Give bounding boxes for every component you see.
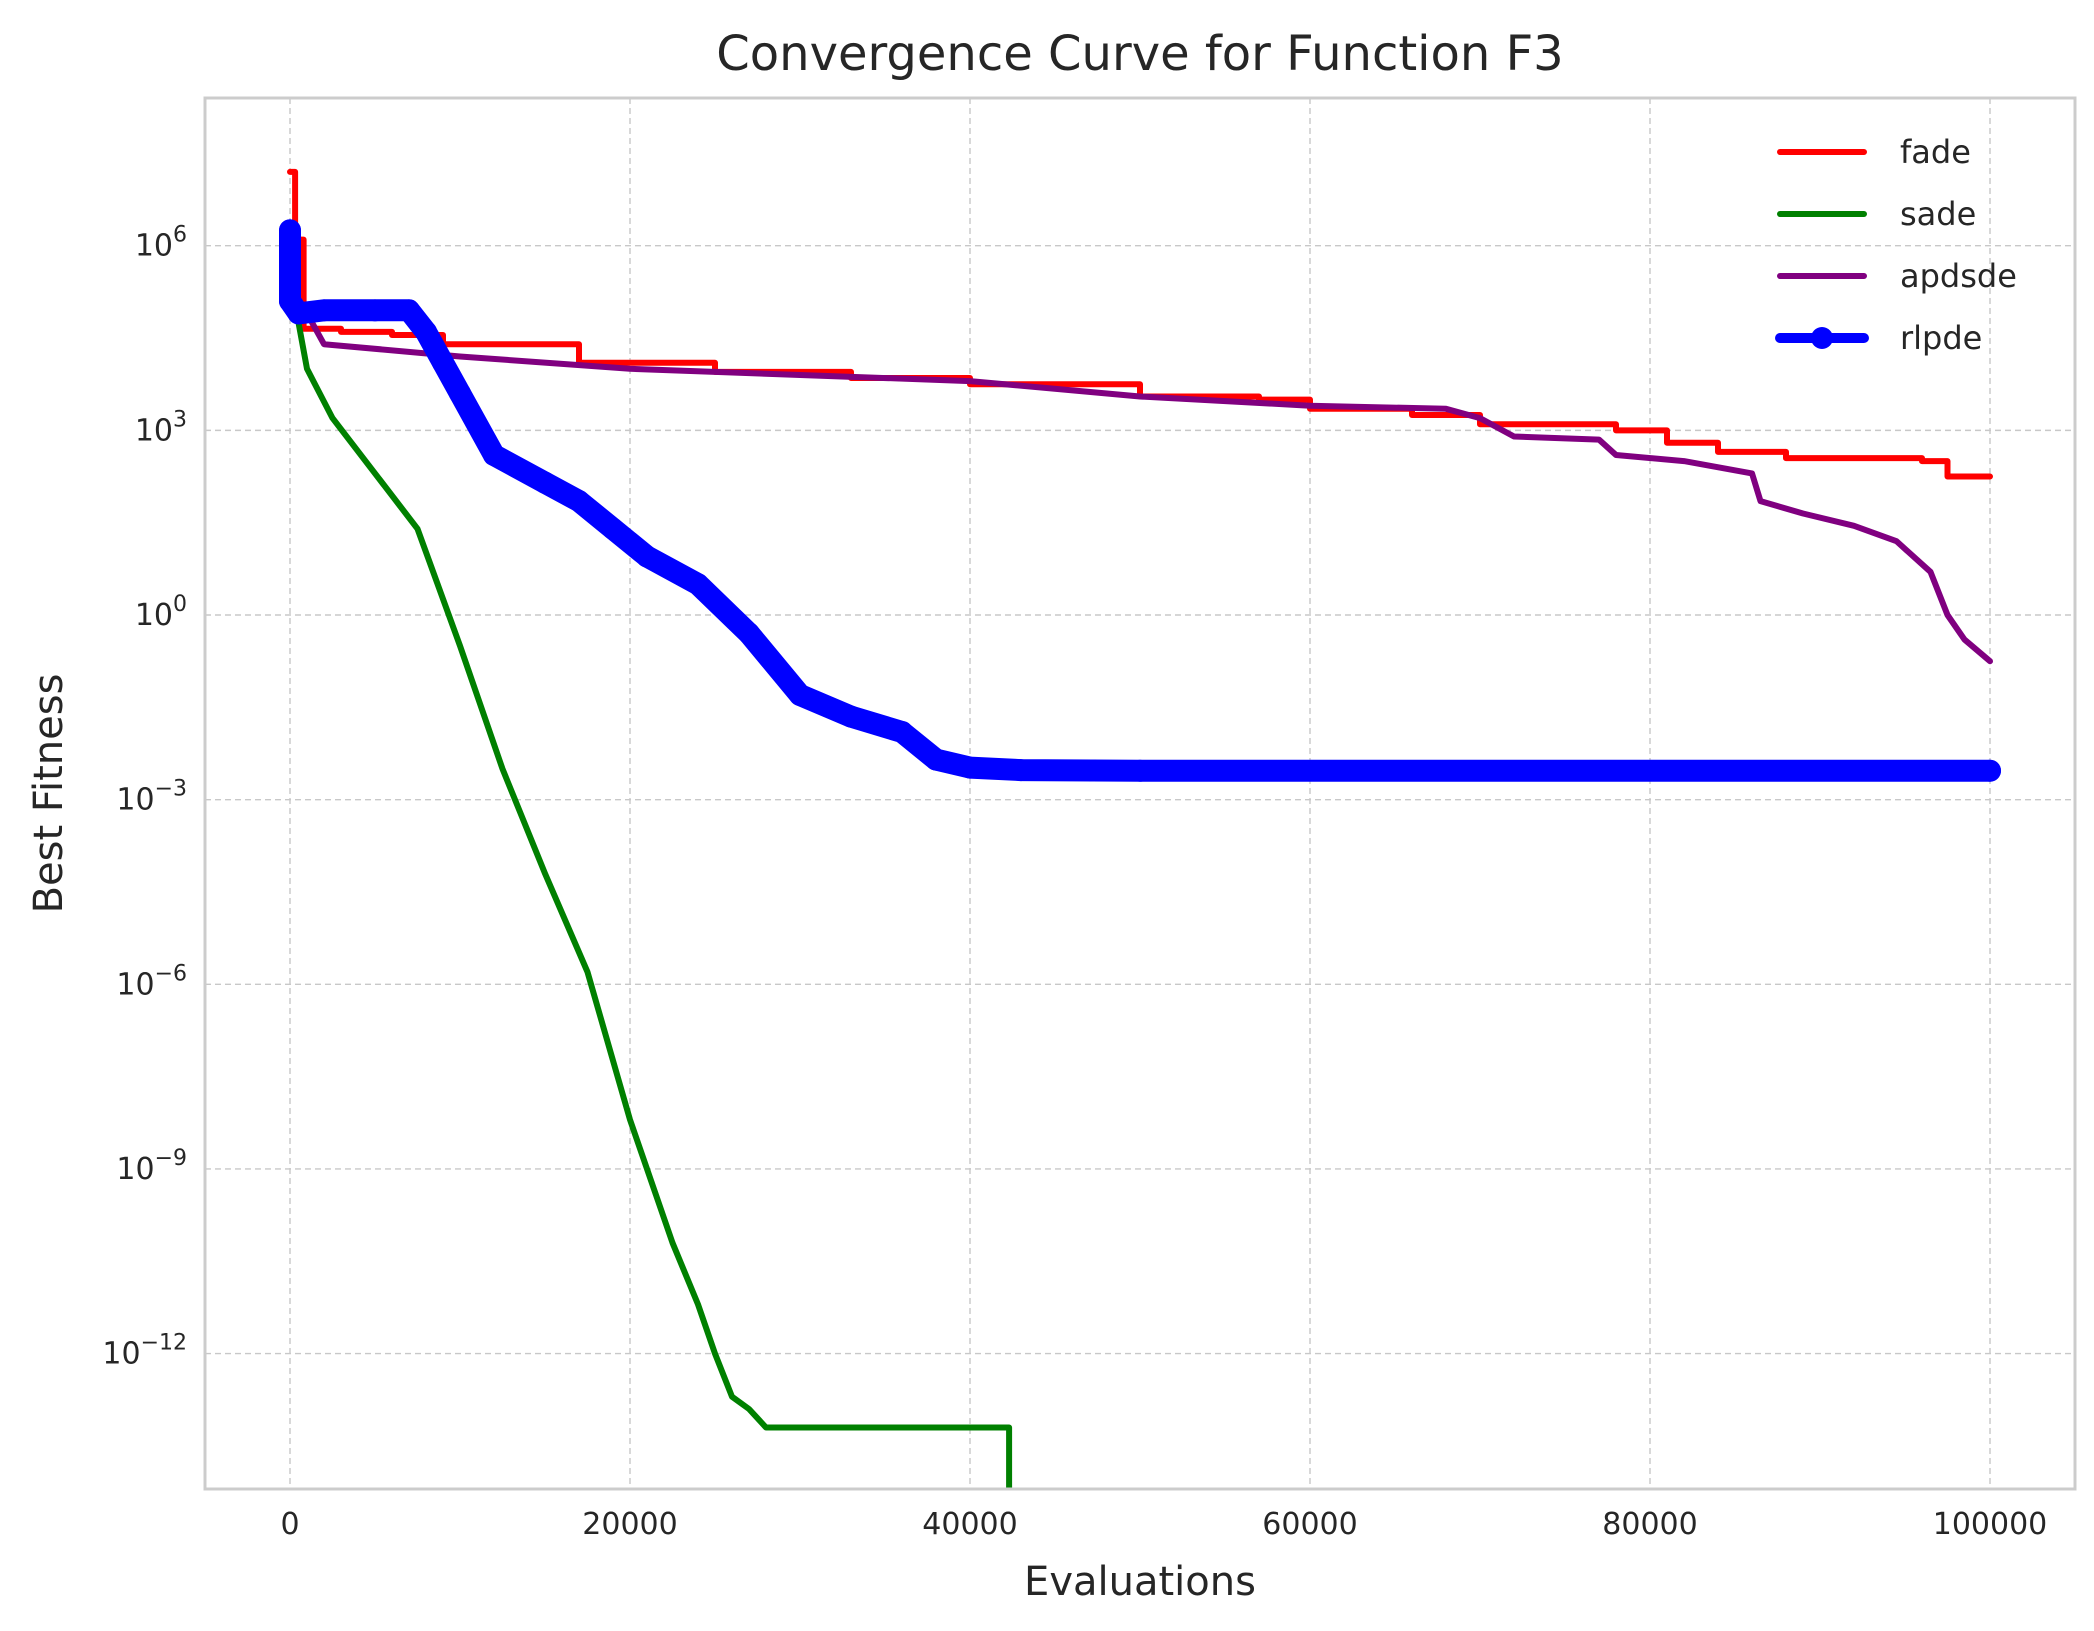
legend-label-sade: sade xyxy=(1900,195,1976,233)
series-marker-rlpde xyxy=(738,622,760,645)
x-axis-title: Evaluations xyxy=(1024,1559,1256,1605)
x-tick-label: 0 xyxy=(280,1507,299,1542)
legend-label-rlpde: rlpde xyxy=(1900,319,1982,357)
series-marker-rlpde xyxy=(1979,759,2001,782)
series-marker-rlpde xyxy=(313,299,335,322)
y-tick-label: 10−12 xyxy=(102,1331,187,1372)
series-marker-rlpde xyxy=(891,720,913,743)
series-line-apdsde xyxy=(287,292,1993,665)
series-marker-rlpde xyxy=(279,265,301,288)
y-tick-labels: 106 103 100 10−3 10−6 10−9 10−12 xyxy=(102,223,187,1372)
y-tick-label: 106 xyxy=(135,223,187,264)
series-marker-rlpde xyxy=(602,517,624,540)
y-tick-label: 103 xyxy=(135,407,187,448)
y-tick-label: 10−6 xyxy=(116,961,187,1002)
chart-title: Convergence Curve for Function F3 xyxy=(716,26,1563,82)
series-marker-rlpde xyxy=(398,299,420,322)
series-marker-rlpde xyxy=(415,320,437,343)
series-marker-rlpde xyxy=(687,573,709,596)
series-marker-rlpde xyxy=(1010,759,1032,782)
series-marker-rlpde xyxy=(925,748,947,771)
series-marker-rlpde xyxy=(534,471,556,494)
series-line-sade xyxy=(287,273,1013,1489)
series-marker-rlpde xyxy=(789,684,811,707)
series-marker-rlpde xyxy=(959,756,981,779)
plot-frame xyxy=(203,96,2077,1491)
series-marker-rlpde xyxy=(432,351,454,374)
legend-marker-rlpde xyxy=(1811,327,1833,349)
x-tick-labels: 0 20000 40000 60000 80000 100000 xyxy=(280,1507,2047,1542)
legend-label-apdsde: apdsde xyxy=(1900,257,2017,295)
series-marker-rlpde xyxy=(1129,759,1151,782)
x-tick-label: 100000 xyxy=(1933,1507,2048,1542)
series-marker-rlpde xyxy=(364,299,386,322)
x-tick-label: 20000 xyxy=(582,1507,677,1542)
x-tick-label: 80000 xyxy=(1602,1507,1697,1542)
series-marker-rlpde xyxy=(483,443,505,466)
legend: fade sade apdsde rlpde xyxy=(1775,133,2017,357)
series-layer xyxy=(279,168,2001,1489)
series-marker-rlpde xyxy=(568,490,590,513)
x-tick-label: 40000 xyxy=(922,1507,1017,1542)
y-axis-title: Best Fitness xyxy=(26,674,72,914)
y-tick-label: 10−9 xyxy=(116,1146,187,1187)
x-tick-label: 60000 xyxy=(1262,1507,1357,1542)
legend-label-fade: fade xyxy=(1900,133,1971,171)
y-tick-label: 100 xyxy=(135,592,187,633)
series-marker-rlpde xyxy=(287,302,310,325)
series-marker-rlpde xyxy=(840,705,862,728)
series-line-fade xyxy=(287,168,1993,480)
y-tick-label: 10−3 xyxy=(116,777,187,818)
series-marker-rlpde xyxy=(279,219,301,242)
series-marker-rlpde xyxy=(449,382,471,405)
series-marker-rlpde xyxy=(636,545,658,568)
plot-area xyxy=(279,168,2001,1489)
